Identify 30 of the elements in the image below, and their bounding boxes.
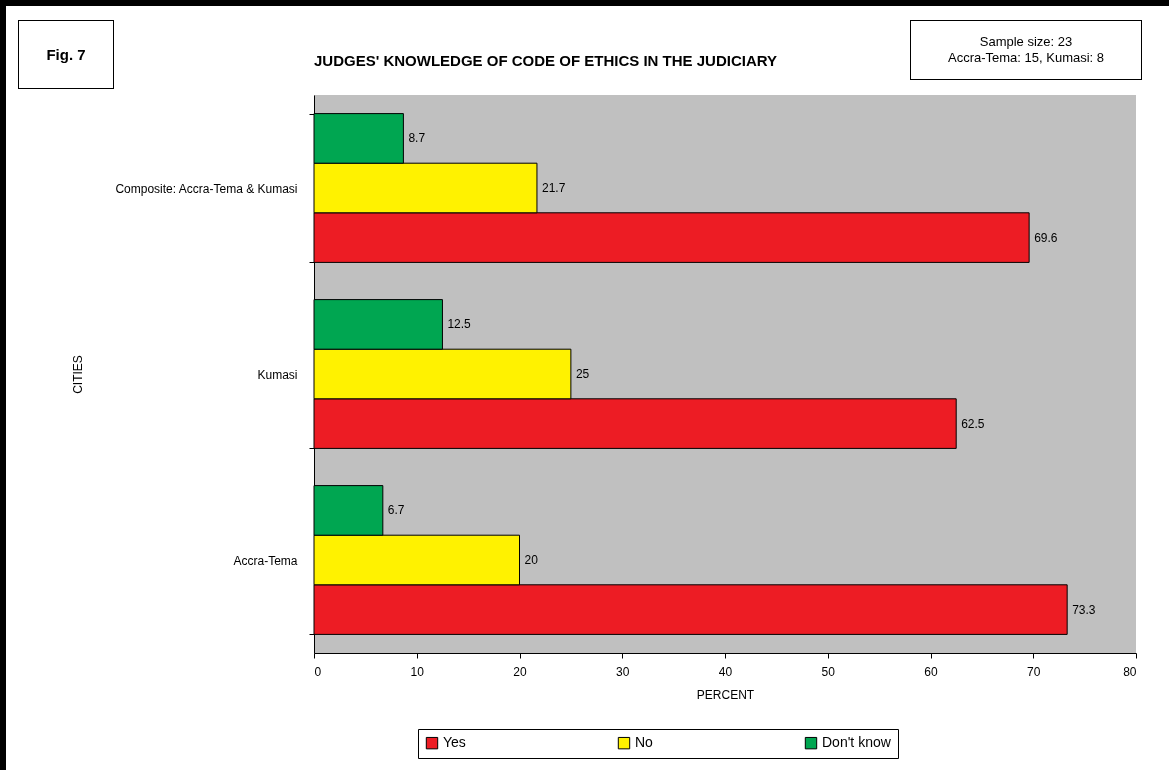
x-tick-label: 30 bbox=[616, 664, 630, 679]
data-label: 21.7 bbox=[541, 181, 566, 195]
legend-label: No bbox=[635, 734, 654, 751]
data-label: 62.5 bbox=[961, 416, 985, 431]
x-tick-label: 70 bbox=[1027, 664, 1041, 679]
x-tick-label: 0 bbox=[314, 664, 322, 679]
y-tick-label: Accra-Tema bbox=[233, 553, 298, 568]
x-tick-label: 50 bbox=[821, 664, 836, 679]
data-label: 73.3 bbox=[1072, 602, 1096, 617]
data-label: 8.7 bbox=[408, 131, 426, 146]
x-tick-label: 40 bbox=[718, 664, 733, 679]
x-axis-title: PERCENT bbox=[696, 687, 755, 702]
y-tick-label: Composite: Accra-Tema & Kumasi bbox=[115, 181, 298, 196]
data-label: 12.5 bbox=[447, 317, 472, 332]
x-tick-label: 60 bbox=[924, 664, 938, 679]
chart-title: JUDGES' KNOWLEDGE OF CODE OF ETHICS IN THE JUDICIARY bbox=[314, 52, 778, 69]
data-label: 69.6 bbox=[1034, 230, 1058, 245]
x-tick-label: 20 bbox=[513, 664, 527, 679]
y-axis-title: CITIES bbox=[70, 355, 85, 394]
caption: Fig. 7 bbox=[46, 46, 86, 63]
x-tick-label: 80 bbox=[1123, 664, 1137, 679]
text: Accra-Tema: 15, Kumasi: 8 bbox=[947, 50, 1105, 66]
text: Sample size: 23 bbox=[979, 34, 1073, 50]
data-label: 6.7 bbox=[387, 503, 405, 518]
data-label: 20 bbox=[524, 553, 539, 567]
legend-label: Yes bbox=[443, 734, 466, 751]
legend-label: Don't know bbox=[822, 734, 892, 751]
data-label: 25 bbox=[575, 367, 590, 381]
y-tick-label: Kumasi bbox=[257, 367, 298, 382]
x-tick-label: 10 bbox=[410, 664, 425, 679]
